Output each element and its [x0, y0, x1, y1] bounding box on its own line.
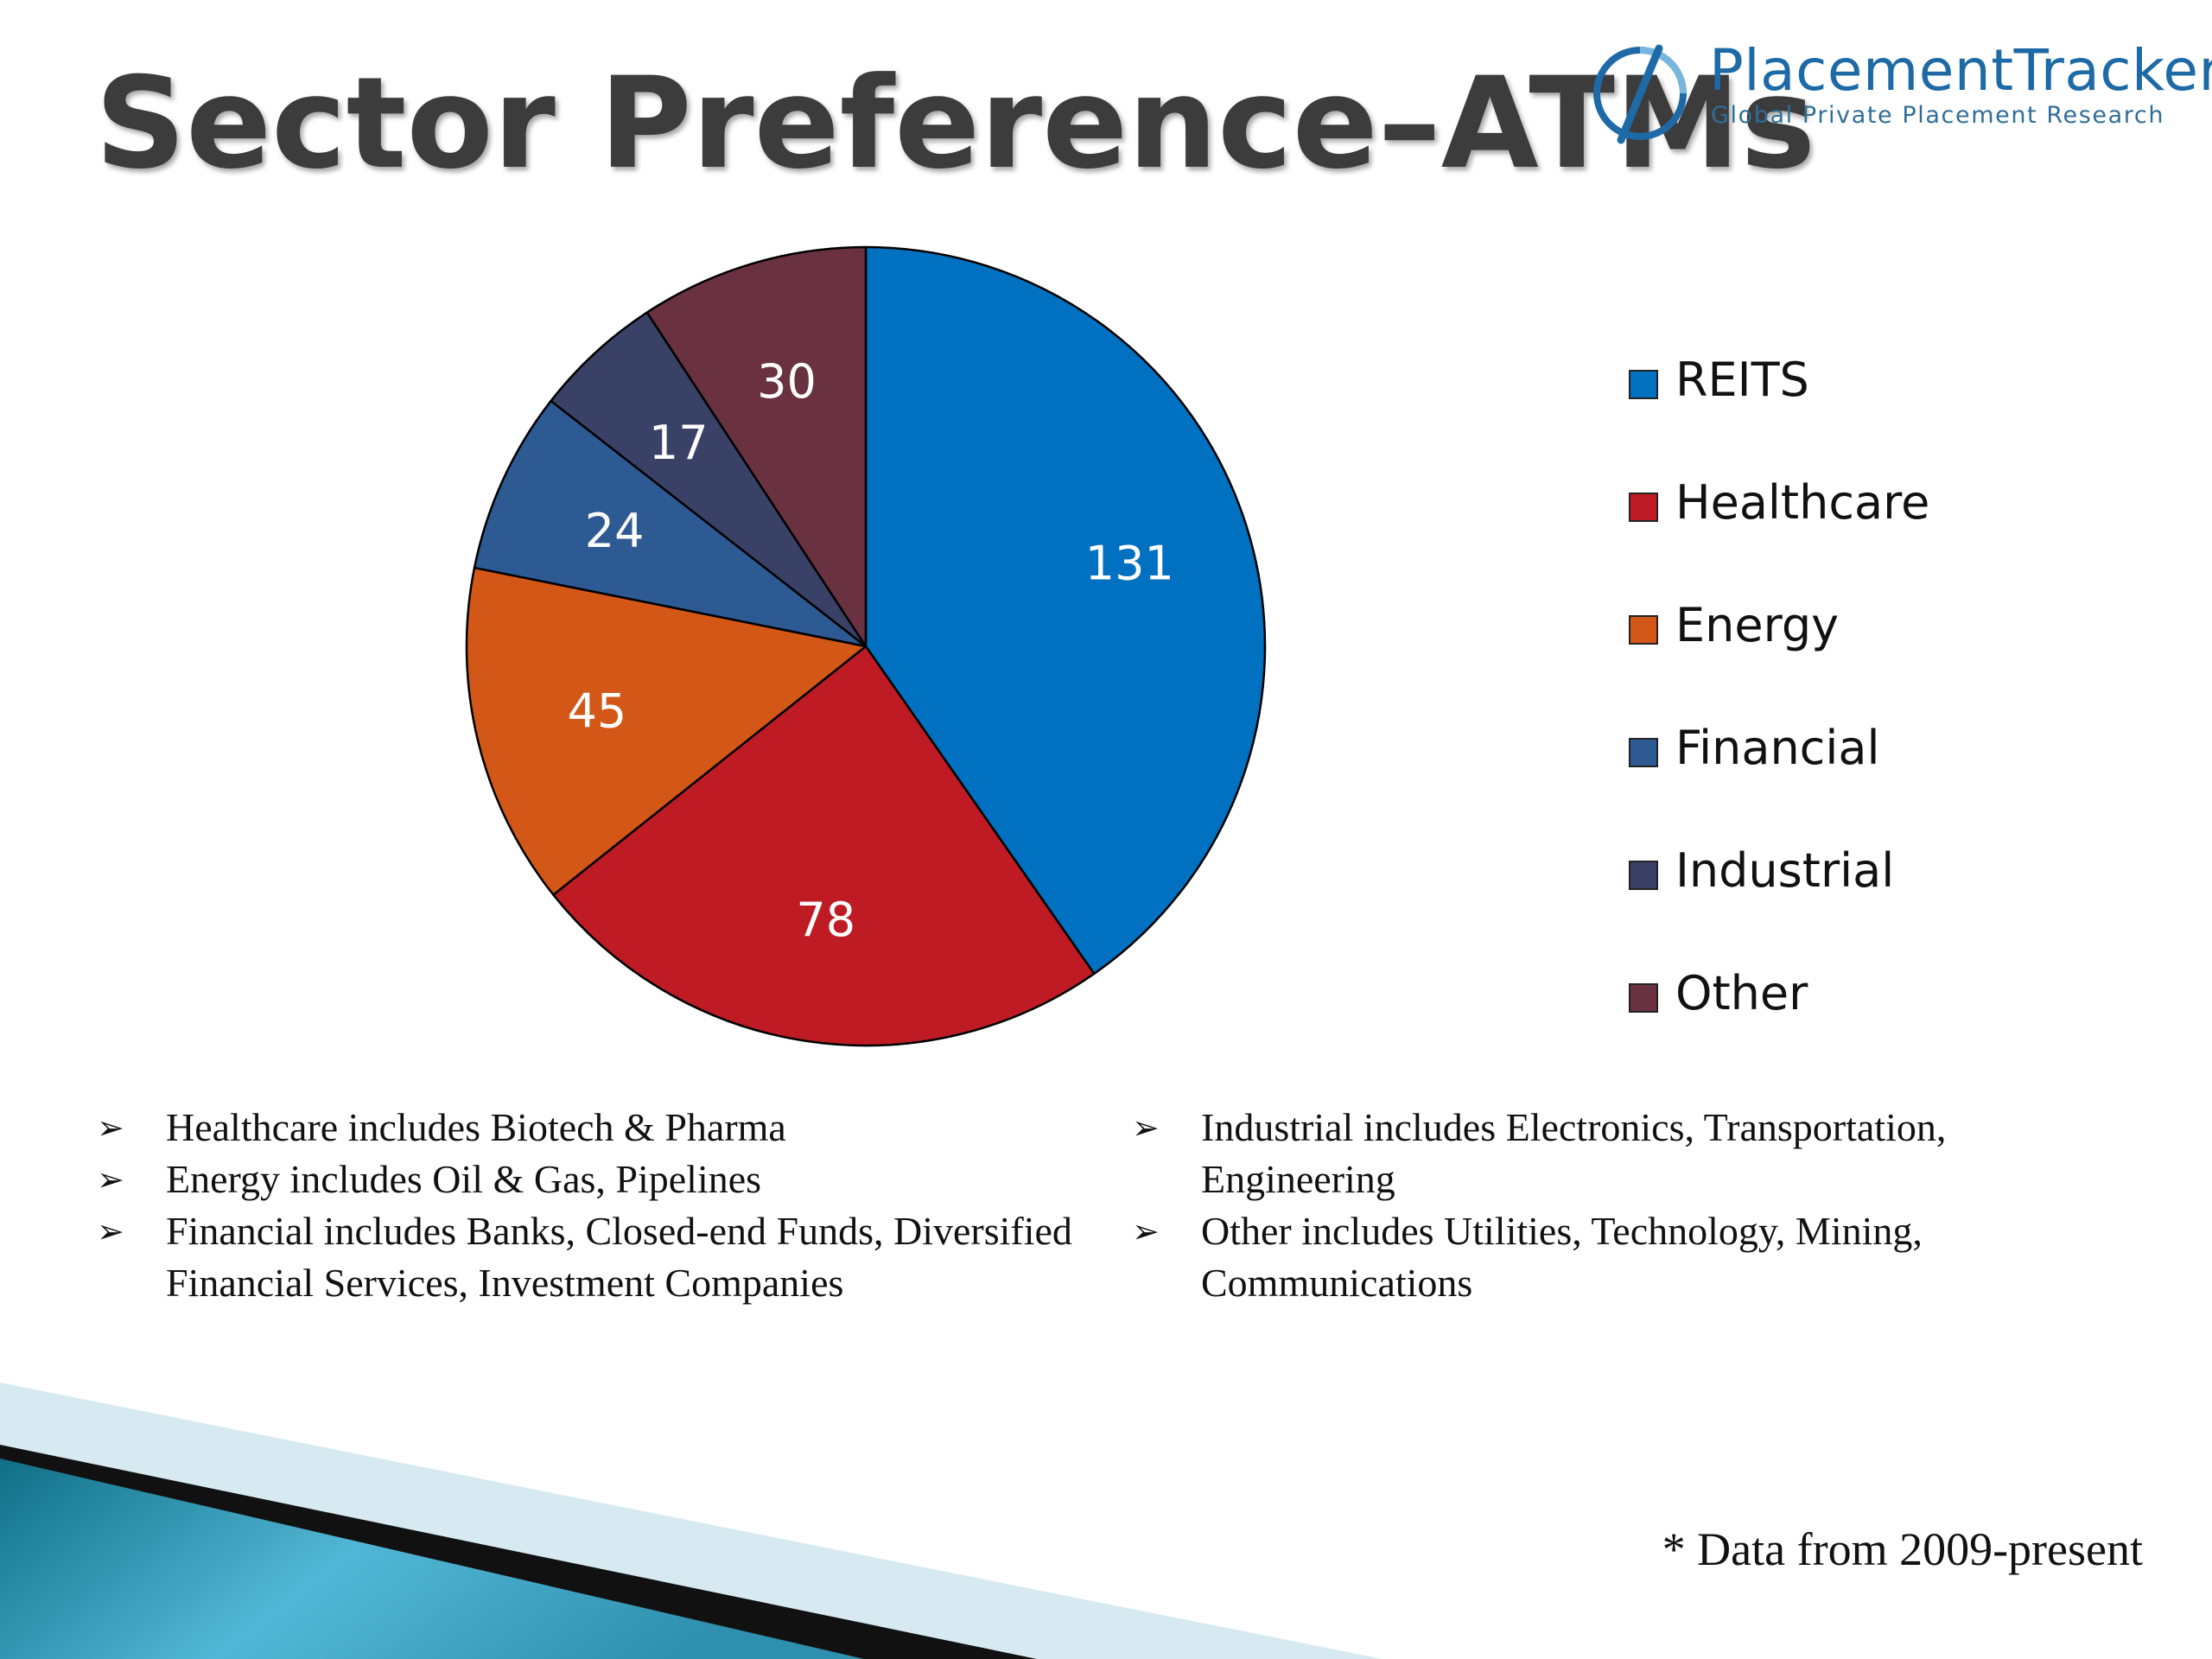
data-footnote: * Data from 2009-present	[1662, 1523, 2143, 1575]
sector-note: ➢ Energy includes Oil & Gas, Pipelines	[97, 1154, 1134, 1205]
arrow-bullet-icon: ➢	[97, 1160, 124, 1198]
pie-label-energy: 45	[568, 684, 627, 739]
note-text: Energy includes Oil & Gas, Pipelines	[166, 1157, 762, 1201]
legend-swatch-reits	[1629, 370, 1658, 399]
legend-swatch-financial	[1629, 738, 1658, 767]
legend-label-other: Other	[1675, 965, 1808, 1020]
pie-slice-other	[645, 245, 868, 648]
note-text: Other includes Utilities, Technology, Mi…	[1201, 1209, 1923, 1305]
legend-label-healthcare: Healthcare	[1675, 474, 1930, 530]
pie-slice-healthcare	[552, 645, 1096, 1047]
pie-slice-reits	[864, 245, 1267, 976]
sector-note: ➢ Financial includes Banks, Closed-end Fu…	[97, 1205, 1134, 1309]
sector-note: ➢ Industrial includes Electronics, Transp…	[1132, 1102, 2134, 1205]
sector-note: ➢ Healthcare includes Biotech & Pharma	[97, 1102, 1134, 1154]
note-text: Financial includes Banks, Closed-end Fun…	[166, 1209, 1072, 1305]
arrow-bullet-icon: ➢	[1132, 1109, 1160, 1147]
legend-item-industrial: Industrial	[1629, 809, 1929, 931]
note-text: Healthcare includes Biotech & Pharma	[166, 1105, 786, 1149]
pie-slice-financial	[473, 399, 868, 648]
legend-item-energy: Energy	[1629, 563, 1929, 686]
legend-swatch-healthcare	[1629, 493, 1658, 522]
legend-swatch-energy	[1629, 615, 1658, 645]
legend-item-reits: REITS	[1629, 318, 1929, 441]
legend-label-industrial: Industrial	[1675, 842, 1895, 898]
pie-slice-energy	[465, 566, 868, 896]
pie-label-industrial: 17	[649, 416, 709, 470]
sector-notes-right: ➢ Industrial includes Electronics, Transp…	[1132, 1102, 2134, 1309]
pie-label-healthcare: 78	[796, 893, 855, 947]
arrow-bullet-icon: ➢	[97, 1109, 124, 1147]
legend-label-financial: Financial	[1675, 720, 1880, 775]
legend-label-reits: REITS	[1675, 352, 1809, 407]
logo-mark-icon	[1593, 44, 1687, 144]
sector-note: ➢ Other includes Utilities, Technology, M…	[1132, 1205, 2134, 1309]
legend-item-healthcare: Healthcare	[1629, 441, 1929, 563]
arrow-bullet-icon: ➢	[97, 1212, 124, 1250]
logo-name: PlacementTracker	[1709, 37, 2212, 104]
legend-item-financial: Financial	[1629, 686, 1929, 809]
slide-title: Sector Preference–ATMs	[95, 50, 1816, 197]
pie-slice-industrial	[550, 311, 868, 648]
legend-swatch-industrial	[1629, 861, 1658, 890]
legend-label-energy: Energy	[1675, 597, 1840, 652]
chart-legend: REITS Healthcare Energy Financial Industrial…	[1629, 318, 1929, 1054]
sector-notes-left: ➢ Healthcare includes Biotech & Pharma ➢ En…	[97, 1102, 1134, 1309]
pie-label-financial: 24	[585, 504, 645, 558]
decorative-swoosh	[0, 1382, 1382, 1659]
pie-label-reits: 131	[1085, 537, 1174, 591]
pie-label-other: 30	[757, 354, 817, 409]
logo-tagline: Global Private Placement Research	[1711, 102, 2165, 129]
note-text: Industrial includes Electronics, Transpo…	[1201, 1105, 1947, 1201]
legend-item-other: Other	[1629, 931, 1929, 1054]
legend-swatch-other	[1629, 983, 1658, 1013]
arrow-bullet-icon: ➢	[1132, 1212, 1160, 1250]
placementtracker-logo: PlacementTracker Global Private Placemen…	[1588, 39, 2212, 144]
pie-slices	[465, 245, 1267, 1047]
